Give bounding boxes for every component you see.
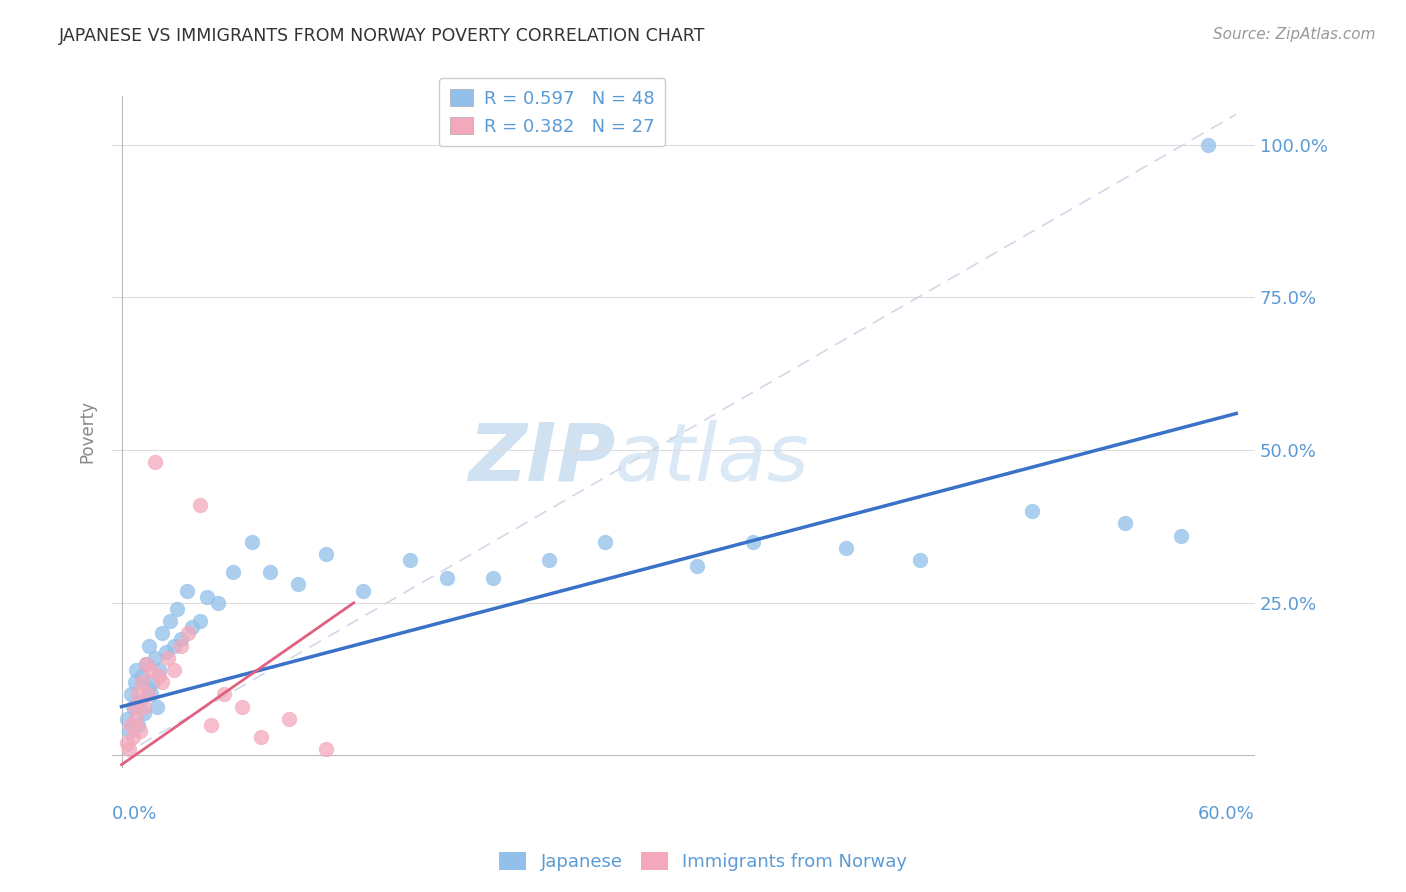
Point xyxy=(1021,504,1043,518)
Point xyxy=(259,566,281,580)
Y-axis label: Poverty: Poverty xyxy=(79,401,96,463)
Point xyxy=(129,724,152,739)
Point xyxy=(537,553,560,567)
Text: 0.0%: 0.0% xyxy=(112,805,157,822)
Point xyxy=(135,657,157,671)
Point xyxy=(131,675,153,690)
Point xyxy=(131,669,153,683)
Point xyxy=(277,712,299,726)
Point xyxy=(120,718,142,732)
Point xyxy=(162,663,184,677)
Point xyxy=(170,632,193,647)
Point xyxy=(152,675,174,690)
Point xyxy=(127,718,149,732)
Point xyxy=(136,687,159,701)
Point xyxy=(352,583,374,598)
Point xyxy=(135,657,157,671)
Legend: Japanese, Immigrants from Norway: Japanese, Immigrants from Norway xyxy=(492,846,914,879)
Point xyxy=(188,498,211,512)
Point xyxy=(132,706,155,720)
Point xyxy=(222,566,245,580)
Point xyxy=(207,596,229,610)
Point xyxy=(115,712,138,726)
Point xyxy=(120,687,142,701)
Point xyxy=(124,699,146,714)
Point xyxy=(162,639,184,653)
Point xyxy=(1114,516,1136,531)
Point xyxy=(188,614,211,628)
Point xyxy=(177,626,200,640)
Point xyxy=(143,455,166,469)
Text: atlas: atlas xyxy=(614,419,810,498)
Point xyxy=(436,571,458,585)
Point xyxy=(155,645,177,659)
Point xyxy=(250,730,273,744)
Point xyxy=(742,534,765,549)
Point xyxy=(231,699,253,714)
Point xyxy=(124,675,146,690)
Point xyxy=(315,742,337,756)
Point xyxy=(176,583,198,598)
Point xyxy=(148,663,170,677)
Point xyxy=(142,675,165,690)
Point xyxy=(686,559,709,574)
Point xyxy=(1170,528,1192,542)
Point xyxy=(115,736,138,750)
Point xyxy=(195,590,218,604)
Point xyxy=(835,541,858,555)
Point xyxy=(315,547,337,561)
Point xyxy=(398,553,420,567)
Point xyxy=(141,687,163,701)
Point xyxy=(118,742,141,756)
Point xyxy=(127,687,149,701)
Point xyxy=(593,534,616,549)
Point xyxy=(156,650,179,665)
Point xyxy=(152,626,174,640)
Point xyxy=(482,571,505,585)
Point xyxy=(148,669,170,683)
Text: JAPANESE VS IMMIGRANTS FROM NORWAY POVERTY CORRELATION CHART: JAPANESE VS IMMIGRANTS FROM NORWAY POVER… xyxy=(59,27,706,45)
Point xyxy=(121,699,143,714)
Point xyxy=(170,639,193,653)
Legend: R = 0.597   N = 48, R = 0.382   N = 27: R = 0.597 N = 48, R = 0.382 N = 27 xyxy=(439,78,665,146)
Point xyxy=(141,663,163,677)
Point xyxy=(121,730,143,744)
Point xyxy=(129,693,152,707)
Point xyxy=(287,577,309,591)
Point xyxy=(181,620,204,634)
Point xyxy=(118,724,141,739)
Point xyxy=(166,602,188,616)
Text: ZIP: ZIP xyxy=(468,419,614,498)
Point xyxy=(159,614,181,628)
Point xyxy=(125,663,148,677)
Point xyxy=(138,639,160,653)
Point xyxy=(143,650,166,665)
Point xyxy=(132,699,155,714)
Point xyxy=(146,699,169,714)
Point xyxy=(1197,137,1219,152)
Point xyxy=(212,687,235,701)
Point xyxy=(125,712,148,726)
Point xyxy=(136,681,159,696)
Point xyxy=(910,553,932,567)
Text: Source: ZipAtlas.com: Source: ZipAtlas.com xyxy=(1212,27,1375,42)
Point xyxy=(240,534,263,549)
Text: 60.0%: 60.0% xyxy=(1198,805,1256,822)
Point xyxy=(200,718,222,732)
